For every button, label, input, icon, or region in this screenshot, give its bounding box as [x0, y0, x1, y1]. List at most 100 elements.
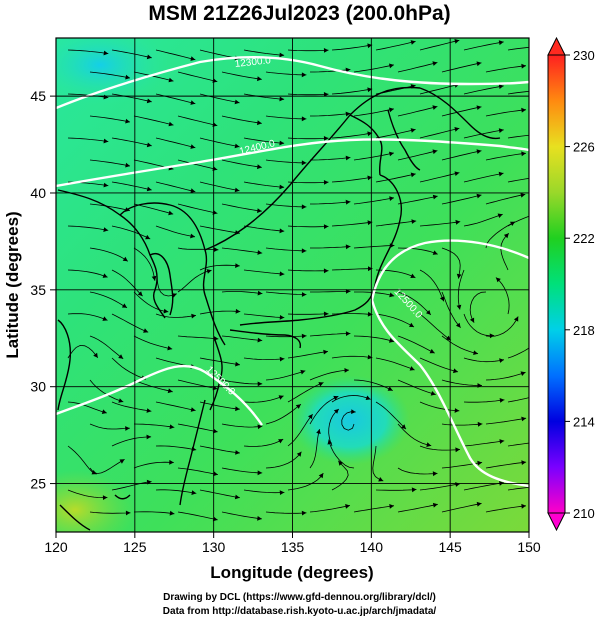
streamline-arrowhead — [566, 68, 571, 73]
streamline — [133, 247, 156, 281]
streamline — [155, 49, 196, 61]
streamline-arrowhead — [102, 316, 108, 321]
streamline-arrowhead — [279, 228, 285, 234]
streamline — [243, 93, 285, 100]
x-tick-label: 125 — [123, 539, 147, 555]
colorbar-tick-label: 230 — [573, 48, 595, 63]
streamline — [265, 71, 307, 76]
streamline-arrowhead — [190, 144, 196, 149]
streamline — [507, 486, 529, 491]
colorbar-tick-label: 222 — [573, 231, 595, 246]
streamline — [331, 132, 373, 139]
streamline — [133, 511, 175, 515]
streamline — [397, 291, 432, 316]
streamline-arrowhead — [235, 308, 241, 314]
streamline — [221, 423, 263, 428]
streamline — [89, 71, 131, 79]
streamline — [243, 49, 285, 56]
streamline-arrowhead — [510, 221, 516, 226]
streamline-arrowhead — [445, 335, 451, 341]
streamline-arrowhead — [257, 470, 263, 476]
streamline — [243, 137, 285, 144]
streamline — [177, 71, 218, 82]
streamline-arrowhead — [368, 266, 373, 272]
streamline-arrowhead — [93, 352, 98, 358]
streamline-arrowhead — [344, 368, 349, 373]
streamline — [331, 88, 373, 95]
streamline-arrowhead — [338, 460, 344, 466]
streamline — [485, 417, 527, 425]
streamline — [507, 178, 529, 183]
x-tick-label: 130 — [202, 539, 226, 555]
contour-label: 12300.0 — [234, 55, 272, 70]
streamline-arrowhead — [323, 48, 329, 53]
streamline — [485, 371, 526, 381]
streamline — [463, 440, 505, 447]
streamline-arrowhead — [163, 308, 169, 314]
streamline-arrowhead — [538, 338, 543, 343]
streamline-arrowhead — [301, 72, 307, 78]
streamline-arrowhead — [542, 392, 547, 397]
streamline-arrowhead — [521, 107, 526, 113]
streamline-arrowhead — [151, 275, 157, 281]
streamline-arrowhead — [367, 220, 373, 226]
streamline-arrowhead — [278, 439, 284, 444]
streamline — [221, 291, 263, 294]
streamline-arrowhead — [455, 447, 460, 453]
streamline-arrowhead — [456, 304, 462, 310]
streamline-arrowhead — [345, 67, 351, 73]
streamline-arrowhead — [389, 107, 394, 113]
streamline-arrowhead — [455, 322, 461, 328]
streamline-arrowhead — [455, 219, 461, 225]
streamline — [397, 150, 438, 161]
streamline — [67, 225, 109, 231]
streamline — [133, 203, 174, 215]
streamline-arrowhead — [410, 128, 416, 133]
streamline — [89, 247, 129, 262]
streamline — [419, 483, 461, 491]
streamline — [89, 291, 128, 309]
streamline — [441, 194, 482, 205]
streamline — [441, 291, 461, 328]
colorbar-tick-label: 218 — [573, 323, 595, 338]
streamline — [265, 335, 307, 338]
streamline — [243, 489, 285, 494]
streamline-arrowhead — [146, 408, 152, 413]
streamline-arrowhead — [498, 84, 504, 89]
streamline — [111, 313, 149, 333]
y-tick-label: 30 — [30, 379, 46, 395]
streamline-arrowhead — [257, 120, 262, 126]
streamline — [243, 313, 285, 318]
streamline — [287, 93, 329, 96]
streamline — [463, 313, 495, 337]
streamline-arrowhead — [333, 395, 339, 401]
streamline — [155, 225, 196, 238]
streamline-arrowhead — [279, 356, 285, 362]
streamline-arrowhead — [345, 504, 350, 509]
streamline — [309, 395, 339, 425]
streamline — [133, 335, 173, 350]
streamline — [199, 225, 240, 234]
streamline — [265, 370, 306, 381]
streamline — [287, 269, 329, 272]
streamline-arrowhead — [535, 253, 539, 258]
streamline — [397, 503, 438, 513]
streamline — [419, 401, 460, 412]
streamline-arrowhead — [453, 368, 458, 374]
streamline-arrowhead — [169, 424, 175, 430]
streamline — [375, 313, 415, 328]
streamline — [221, 467, 263, 474]
map-title: MSM 21Z26Jul2023 (200.0hPa) — [148, 2, 451, 25]
streamline-arrowhead — [409, 322, 414, 327]
streamline-arrowhead — [323, 180, 329, 185]
streamline — [331, 176, 373, 183]
streamline — [397, 335, 435, 354]
streamline — [375, 401, 407, 430]
streamline-arrowhead — [410, 172, 416, 178]
streamline-arrowhead — [235, 406, 240, 412]
streamline-arrowhead — [367, 131, 373, 137]
streamline — [243, 225, 285, 232]
streamline-arrowhead — [544, 439, 549, 444]
streamline-arrowhead — [235, 263, 240, 268]
streamline — [265, 451, 302, 469]
